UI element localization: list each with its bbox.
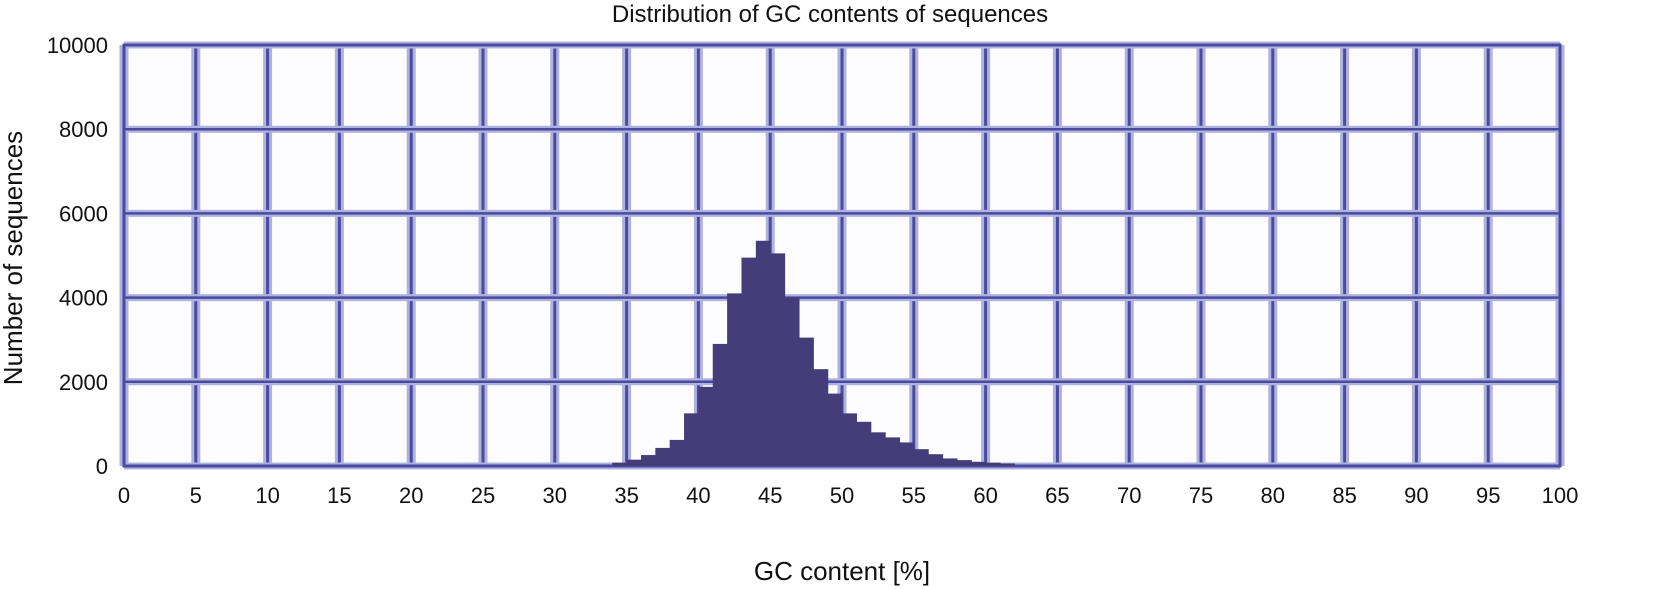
x-tick-label: 10 [255, 483, 279, 508]
histogram-bar [856, 421, 872, 466]
histogram-bar [971, 461, 987, 466]
x-tick-label: 60 [973, 483, 997, 508]
x-tick-label: 75 [1189, 483, 1213, 508]
x-tick-label: 35 [614, 483, 638, 508]
histogram-bar [885, 437, 901, 466]
histogram-bar [827, 393, 843, 466]
histogram-bar [684, 413, 699, 466]
y-tick-label: 8000 [59, 117, 108, 142]
histogram-bars [612, 240, 1015, 466]
histogram-bar [798, 337, 814, 466]
x-tick-label: 45 [758, 483, 782, 508]
histogram-bar [655, 447, 671, 466]
y-tick-label: 10000 [47, 33, 108, 58]
x-tick-label: 15 [327, 483, 351, 508]
x-tick-label: 25 [471, 483, 495, 508]
histogram-bar [899, 442, 915, 466]
histogram-bar [956, 460, 972, 466]
histogram-bar [698, 386, 714, 466]
x-tick-label: 40 [686, 483, 710, 508]
y-axis-label: Number of sequences [0, 131, 28, 385]
y-tick-labels: 0 2000 4000 6000 8000 10000 [47, 33, 108, 479]
histogram-bar [669, 439, 685, 466]
x-tick-label: 5 [190, 483, 202, 508]
histogram-bar [755, 240, 771, 466]
x-tick-label: 55 [902, 483, 926, 508]
histogram-bar [870, 432, 886, 466]
histogram-bar [784, 297, 800, 466]
histogram-bar [999, 463, 1015, 466]
x-tick-label: 20 [399, 483, 423, 508]
histogram-bar [712, 343, 728, 466]
x-tick-labels: 0 5 10 15 20 25 30 35 40 45 50 55 60 65 70 75 80 85 90 95 10… [118, 483, 1578, 508]
histogram-bar [985, 462, 1001, 466]
histogram-bar [928, 454, 944, 466]
x-tick-label: 80 [1261, 483, 1285, 508]
x-axis-label: GC content [%] [754, 556, 930, 586]
x-tick-label: 0 [118, 483, 130, 508]
x-tick-label: 100 [1542, 483, 1579, 508]
x-tick-label: 70 [1117, 483, 1141, 508]
histogram-bar [626, 459, 642, 466]
y-tick-label: 6000 [59, 201, 108, 226]
x-tick-label: 65 [1045, 483, 1069, 508]
x-tick-label: 50 [830, 483, 854, 508]
histogram-bar [842, 413, 857, 466]
histogram-bar [727, 293, 743, 466]
histogram-bar [913, 449, 929, 466]
histogram-bar [640, 455, 656, 466]
y-tick-label: 0 [96, 454, 108, 479]
histogram-bar [770, 253, 786, 466]
histogram-bar [942, 458, 958, 466]
y-tick-label: 4000 [59, 286, 108, 311]
x-tick-label: 85 [1332, 483, 1356, 508]
histogram-bar [741, 257, 757, 466]
x-tick-label: 30 [543, 483, 567, 508]
histogram-bar [612, 462, 628, 466]
y-tick-label: 2000 [59, 370, 108, 395]
x-tick-label: 90 [1404, 483, 1428, 508]
chart-title: Distribution of GC contents of sequences [612, 1, 1048, 28]
histogram-bar [813, 369, 829, 466]
x-tick-label: 95 [1476, 483, 1500, 508]
